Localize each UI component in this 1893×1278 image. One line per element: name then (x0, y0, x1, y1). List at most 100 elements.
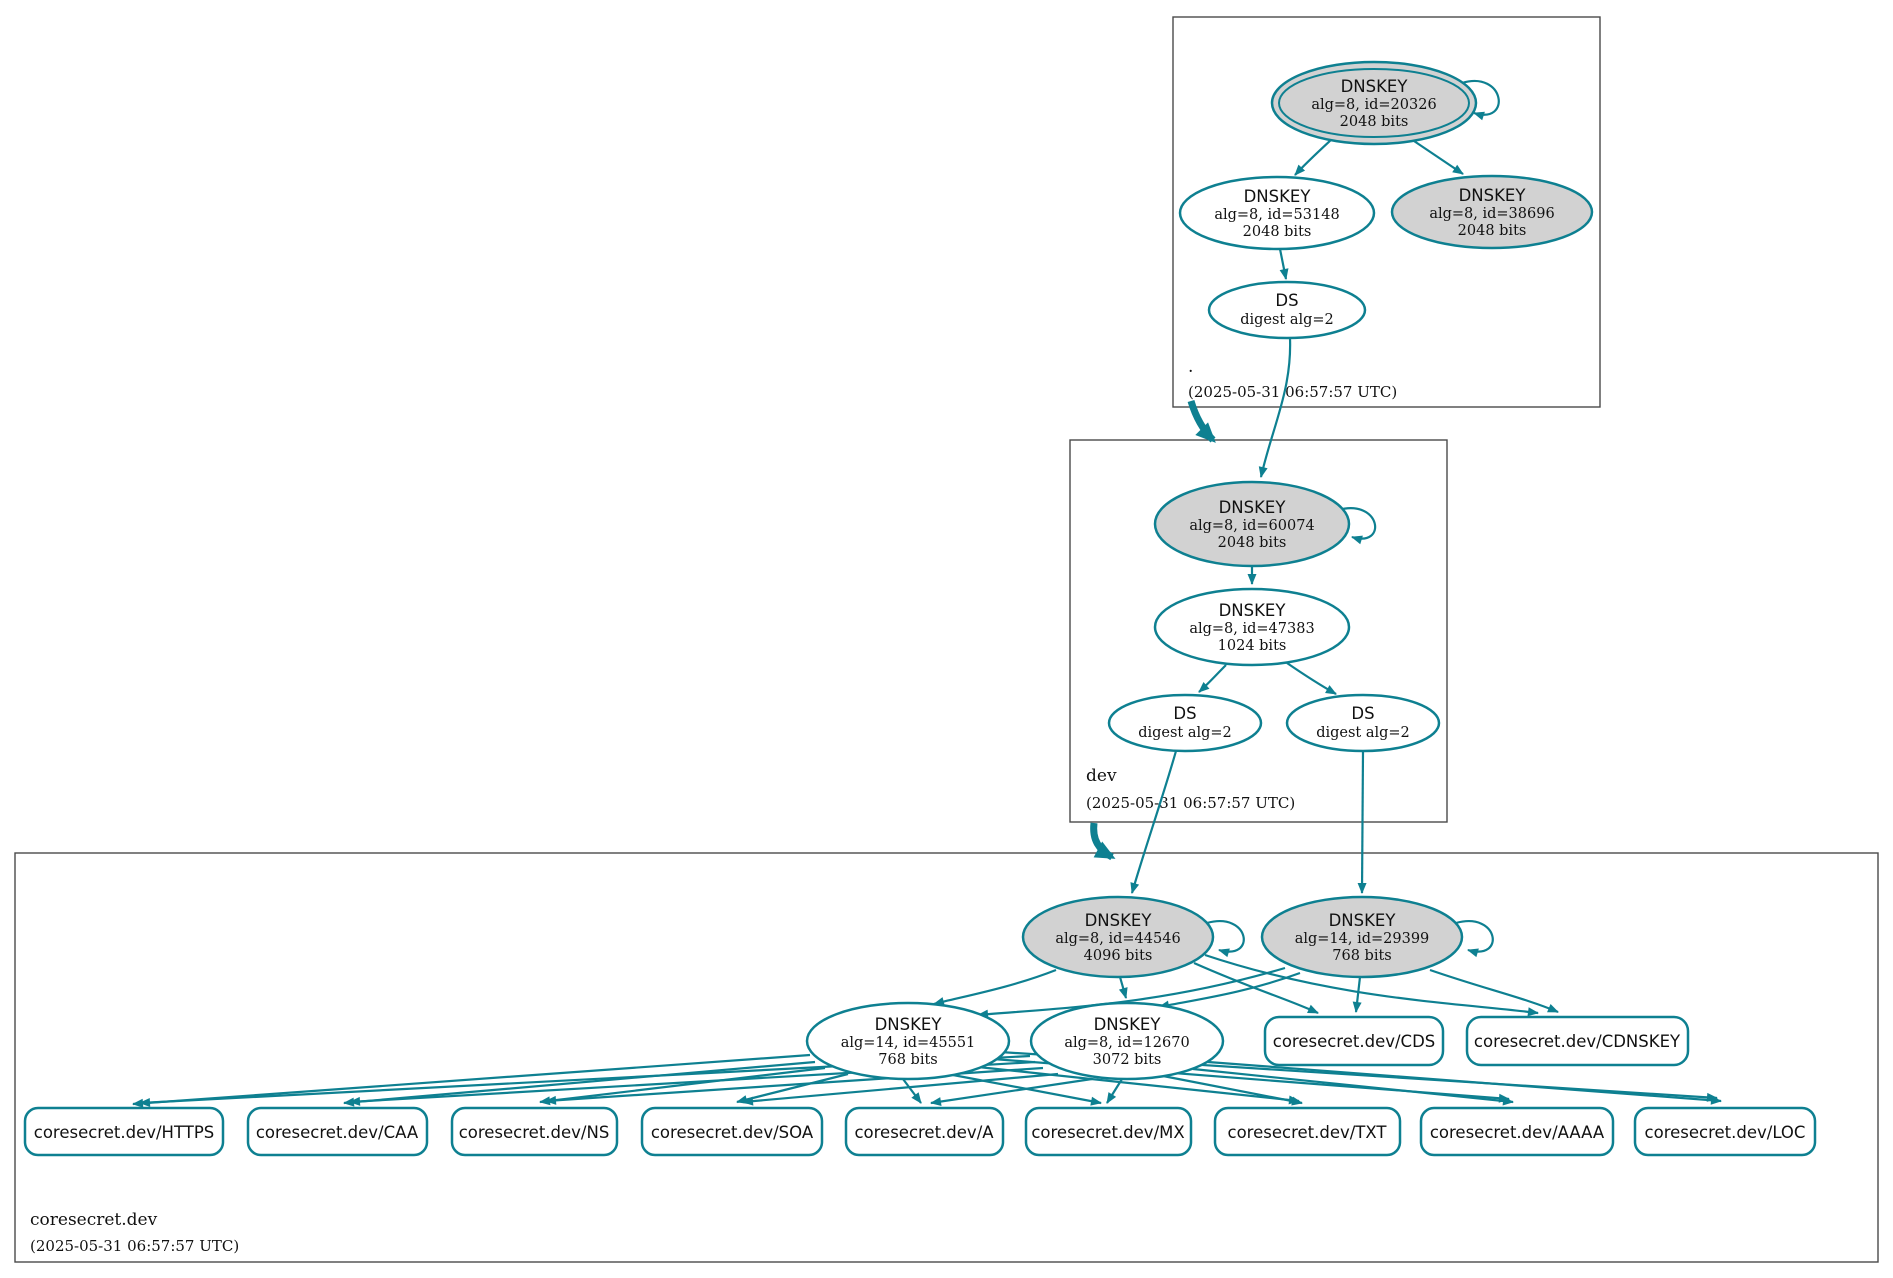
ds-root-ellipse (1207, 280, 1367, 340)
node-rrset-a[interactable]: coresecret.dev/A (844, 1106, 1005, 1157)
rrset-loc-rect (1633, 1106, 1817, 1157)
node-dnskey-38696[interactable]: DNSKEY alg=8, id=38696 2048 bits (1390, 174, 1594, 250)
dnskey-38696-meta: alg=8, id=38696 (1429, 206, 1554, 222)
rrsig-edge-zsk45551-soa (736, 1072, 849, 1104)
rrset-cdnskey-rect (1465, 1015, 1690, 1067)
zone-timestamp-dev: (2025-05-31 06:57:57 UTC) (1086, 794, 1295, 812)
rrset-soa-rect (640, 1106, 824, 1157)
delegation-edge-dev-coresecret (1090, 822, 1116, 861)
self-sign-edge-root-ksk (1461, 79, 1500, 121)
node-rrset-loc[interactable]: coresecret.dev/LOC (1633, 1106, 1817, 1157)
node-rrset-cdnskey[interactable]: coresecret.dev/CDNSKEY (1465, 1015, 1690, 1067)
node-ds-dev-left[interactable]: DS digest alg=2 (1107, 693, 1263, 753)
rrsig-edge-zsk12670-aaaa (1192, 1067, 1514, 1106)
dnskey-44546-ellipse (1021, 895, 1215, 979)
ds-edge-dev-to-ksk29399 (1357, 750, 1367, 894)
rrset-txt-rect (1213, 1106, 1402, 1157)
zone-timestamp-root: (2025-05-31 06:57:57 UTC) (1188, 383, 1397, 401)
rrsig-edge-ksk29399-cds (1352, 976, 1362, 1013)
ds-edge-rootzsk-ds (1278, 248, 1289, 280)
rrsig-edge-zsk45551-a (902, 1078, 922, 1104)
dnskey-47383-ellipse (1153, 587, 1351, 667)
dnskey-45551-meta: alg=14, id=45551 (841, 1035, 976, 1051)
node-rrset-txt[interactable]: coresecret.dev/TXT (1213, 1106, 1402, 1157)
dnskey-60074-ellipse (1153, 480, 1351, 568)
ds-edge-devzsk-dsright (1286, 662, 1337, 695)
dnskey-45551-title: DNSKEY (875, 1015, 943, 1034)
ds-dev-left-meta: digest alg=2 (1138, 725, 1232, 741)
rrset-cdnskey-label: coresecret.dev/CDNSKEY (1474, 1032, 1681, 1051)
dnskey-53148-bits: 2048 bits (1243, 224, 1312, 240)
node-ds-root[interactable]: DS digest alg=2 (1207, 280, 1367, 340)
rrset-cds-label: coresecret.dev/CDS (1273, 1032, 1436, 1051)
dnskey-60074-title: DNSKEY (1219, 498, 1287, 517)
node-dnskey-45551[interactable]: DNSKEY alg=14, id=45551 768 bits (805, 1001, 1011, 1081)
rrsig-edge-zsk45551-caa (343, 1060, 816, 1107)
rrsig-edge-zsk12670-mx (1106, 1078, 1123, 1104)
rrsig-edge-zsk12670-txt (1162, 1074, 1303, 1106)
node-ds-dev-right[interactable]: DS digest alg=2 (1285, 693, 1441, 753)
dnskey-20326-bits: 2048 bits (1340, 114, 1409, 130)
dnskey-12670-ellipse (1029, 1001, 1225, 1081)
dnskey-20326-title: DNSKEY (1341, 77, 1409, 96)
rrset-caa-rect (246, 1106, 429, 1157)
zone-label-dev: dev (1086, 766, 1117, 786)
dnskey-47383-bits: 1024 bits (1218, 638, 1287, 654)
ds-dev-left-title: DS (1173, 704, 1196, 723)
self-sign-edge-ksk29399 (1455, 920, 1494, 958)
node-rrset-ns[interactable]: coresecret.dev/NS (450, 1106, 619, 1157)
dnskey-12670-title: DNSKEY (1094, 1015, 1162, 1034)
rrset-https-rect (23, 1106, 225, 1157)
dnskey-20326-outer-ellipse (1270, 60, 1478, 146)
dnskey-38696-ellipse (1390, 174, 1594, 250)
rrset-a-label: coresecret.dev/A (854, 1123, 994, 1142)
rrsig-edge-zsk12670-loc (1207, 1060, 1722, 1105)
node-dnskey-20326[interactable]: DNSKEY alg=8, id=20326 2048 bits (1270, 60, 1478, 146)
node-dnskey-29399[interactable]: DNSKEY alg=14, id=29399 768 bits (1260, 895, 1464, 979)
zone-label-root: . (1188, 357, 1193, 377)
rrset-ns-rect (450, 1106, 619, 1157)
zone-border-root (1172, 16, 1601, 408)
dnskey-38696-title: DNSKEY (1459, 186, 1527, 205)
zone-box-root: . (2025-05-31 06:57:57 UTC) (1172, 16, 1601, 408)
dnskey-60074-bits: 2048 bits (1218, 535, 1287, 551)
self-sign-edge-ksk44546 (1206, 920, 1245, 958)
dnskey-45551-bits: 768 bits (878, 1052, 937, 1068)
rrsig-edge-ksk44546-cds (1193, 961, 1319, 1015)
dnskey-38696-bits: 2048 bits (1458, 223, 1527, 239)
node-rrset-caa[interactable]: coresecret.dev/CAA (246, 1106, 429, 1157)
node-dnskey-12670[interactable]: DNSKEY alg=8, id=12670 3072 bits (1029, 1001, 1225, 1081)
dnskey-29399-title: DNSKEY (1329, 911, 1397, 930)
ds-edge-dev-to-ksk44546 (1130, 750, 1178, 894)
dnskey-45551-ellipse (805, 1001, 1011, 1081)
rrset-txt-label: coresecret.dev/TXT (1228, 1123, 1388, 1142)
dnskey-60074-meta: alg=8, id=60074 (1189, 518, 1314, 534)
node-dnskey-60074[interactable]: DNSKEY alg=8, id=60074 2048 bits (1153, 480, 1351, 568)
rrset-ns-label: coresecret.dev/NS (459, 1123, 610, 1142)
ds-dev-right-meta: digest alg=2 (1316, 725, 1410, 741)
dnskey-44546-bits: 4096 bits (1084, 948, 1153, 964)
ds-dev-left-ellipse (1107, 693, 1263, 753)
node-rrset-mx[interactable]: coresecret.dev/MX (1024, 1106, 1193, 1157)
node-rrset-cds[interactable]: coresecret.dev/CDS (1263, 1015, 1445, 1067)
zone-label-coresecret: coresecret.dev (30, 1210, 158, 1230)
zone-border-dev (1069, 439, 1448, 823)
rrset-https-label: coresecret.dev/HTTPS (34, 1123, 215, 1142)
ds-edge-devzsk-dsleft (1198, 664, 1227, 693)
rrsig-edge-zsk45551-https (132, 1053, 811, 1108)
node-rrset-aaaa[interactable]: coresecret.dev/AAAA (1419, 1106, 1615, 1157)
dnskey-53148-meta: alg=8, id=53148 (1214, 207, 1339, 223)
zone-border-coresecret (14, 852, 1879, 1263)
rrsig-edge-zsk12670-a (930, 1077, 1093, 1106)
node-dnskey-47383[interactable]: DNSKEY alg=8, id=47383 1024 bits (1153, 587, 1351, 667)
dnskey-47383-meta: alg=8, id=47383 (1189, 621, 1314, 637)
rrsig-edge-ksk44546-zsk12670 (1118, 976, 1128, 999)
node-rrset-https[interactable]: coresecret.dev/HTTPS (23, 1106, 225, 1157)
node-dnskey-44546[interactable]: DNSKEY alg=8, id=44546 4096 bits (1021, 895, 1215, 979)
rrsig-edge-ksk44546-cdnskey (1204, 953, 1539, 1017)
node-rrset-soa[interactable]: coresecret.dev/SOA (640, 1106, 824, 1157)
node-dnskey-53148[interactable]: DNSKEY alg=8, id=53148 2048 bits (1178, 175, 1376, 251)
rrsig-edge-rootksk-38696 (1413, 140, 1464, 175)
